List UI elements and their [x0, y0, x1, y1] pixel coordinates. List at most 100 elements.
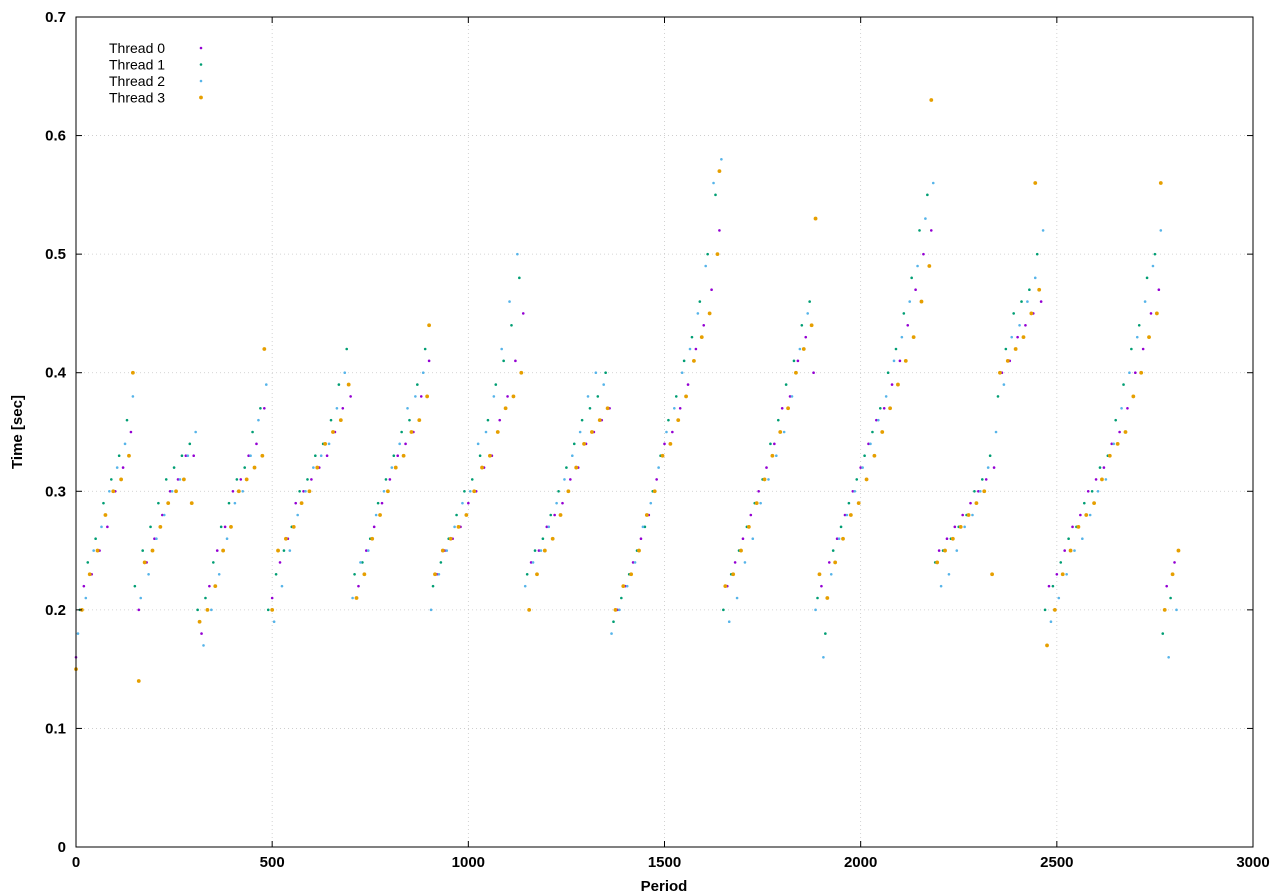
data-point [115, 466, 119, 469]
data-point [516, 252, 519, 256]
x-tick-label: 0 [72, 854, 80, 871]
data-point [161, 513, 164, 517]
data-point [1139, 370, 1144, 375]
data-point [494, 383, 498, 386]
data-point [966, 513, 971, 517]
x-tick-labels: 0 500 1000 1500 2000 2500 3000 [72, 854, 1270, 871]
data-point [225, 537, 229, 541]
data-point [652, 489, 657, 494]
data-point [707, 311, 712, 316]
data-point [401, 453, 406, 458]
data-point [572, 442, 576, 446]
data-point [312, 466, 315, 469]
data-point [953, 525, 957, 529]
data-point [969, 501, 972, 505]
data-point [239, 478, 243, 481]
data-point [1028, 288, 1031, 292]
data-point [898, 359, 902, 363]
data-point [855, 478, 859, 481]
data-point [231, 489, 235, 493]
data-point [448, 536, 453, 541]
data-point [765, 466, 768, 469]
data-point [631, 561, 635, 564]
data-point [306, 478, 309, 481]
data-point [278, 561, 282, 564]
data-point [580, 418, 584, 422]
data-point [682, 359, 686, 363]
data-point [751, 537, 755, 541]
data-point [749, 513, 753, 517]
data-point [1016, 335, 1019, 339]
data-point [911, 335, 916, 340]
data-point [359, 561, 362, 564]
data-point [665, 430, 668, 434]
data-point [130, 370, 135, 375]
data-point [302, 489, 305, 493]
data-point [1065, 572, 1068, 576]
data-point [174, 489, 178, 494]
data-point [550, 536, 555, 541]
series-1 [78, 193, 1180, 635]
data-point [602, 383, 605, 386]
data-point [202, 644, 205, 647]
data-point [597, 418, 602, 423]
data-point [794, 370, 798, 375]
data-point [155, 537, 158, 541]
data-points [74, 98, 1181, 683]
data-point [94, 537, 97, 541]
data-point [926, 193, 929, 197]
data-point [341, 406, 345, 410]
data-point [158, 524, 163, 529]
data-point [1049, 620, 1053, 624]
data-point [982, 489, 987, 494]
data-point [903, 358, 908, 363]
data-point [1118, 430, 1121, 434]
data-point [307, 489, 312, 494]
data-point [798, 347, 802, 351]
data-point [825, 596, 830, 600]
data-point [971, 513, 974, 517]
data-point [939, 584, 943, 588]
data-point [274, 572, 278, 576]
data-point [1033, 276, 1037, 280]
data-point [180, 454, 184, 458]
data-point [1151, 264, 1155, 268]
data-point [217, 572, 221, 576]
data-point [1010, 335, 1014, 339]
data-point [414, 395, 417, 398]
data-point [775, 454, 778, 458]
data-point [500, 347, 503, 351]
data-point [219, 525, 223, 529]
data-point [784, 383, 788, 386]
data-point [1176, 548, 1181, 553]
data-point [365, 549, 368, 552]
data-point [1131, 394, 1136, 399]
data-point [829, 572, 833, 576]
data-point [610, 632, 613, 635]
data-point [210, 608, 213, 612]
data-point [329, 418, 333, 422]
data-point [1086, 489, 1090, 493]
data-point [1055, 572, 1059, 576]
data-point [822, 655, 825, 659]
data-point [605, 406, 610, 411]
data-point [427, 323, 431, 328]
data-point [455, 513, 458, 517]
data-point [929, 229, 933, 232]
data-point [323, 441, 328, 446]
data-point [361, 561, 364, 564]
data-point [486, 418, 490, 422]
x-tick-label: 1500 [648, 854, 681, 871]
data-point [166, 501, 171, 506]
data-point [337, 383, 341, 386]
data-point [103, 513, 108, 517]
data-point [1081, 537, 1084, 541]
data-point [514, 359, 517, 363]
data-point [924, 217, 927, 220]
data-point [743, 561, 747, 564]
x-tick-label: 2000 [844, 854, 877, 871]
data-point [1045, 643, 1049, 648]
data-point [82, 584, 86, 588]
data-point [754, 501, 759, 506]
data-point [296, 513, 299, 517]
